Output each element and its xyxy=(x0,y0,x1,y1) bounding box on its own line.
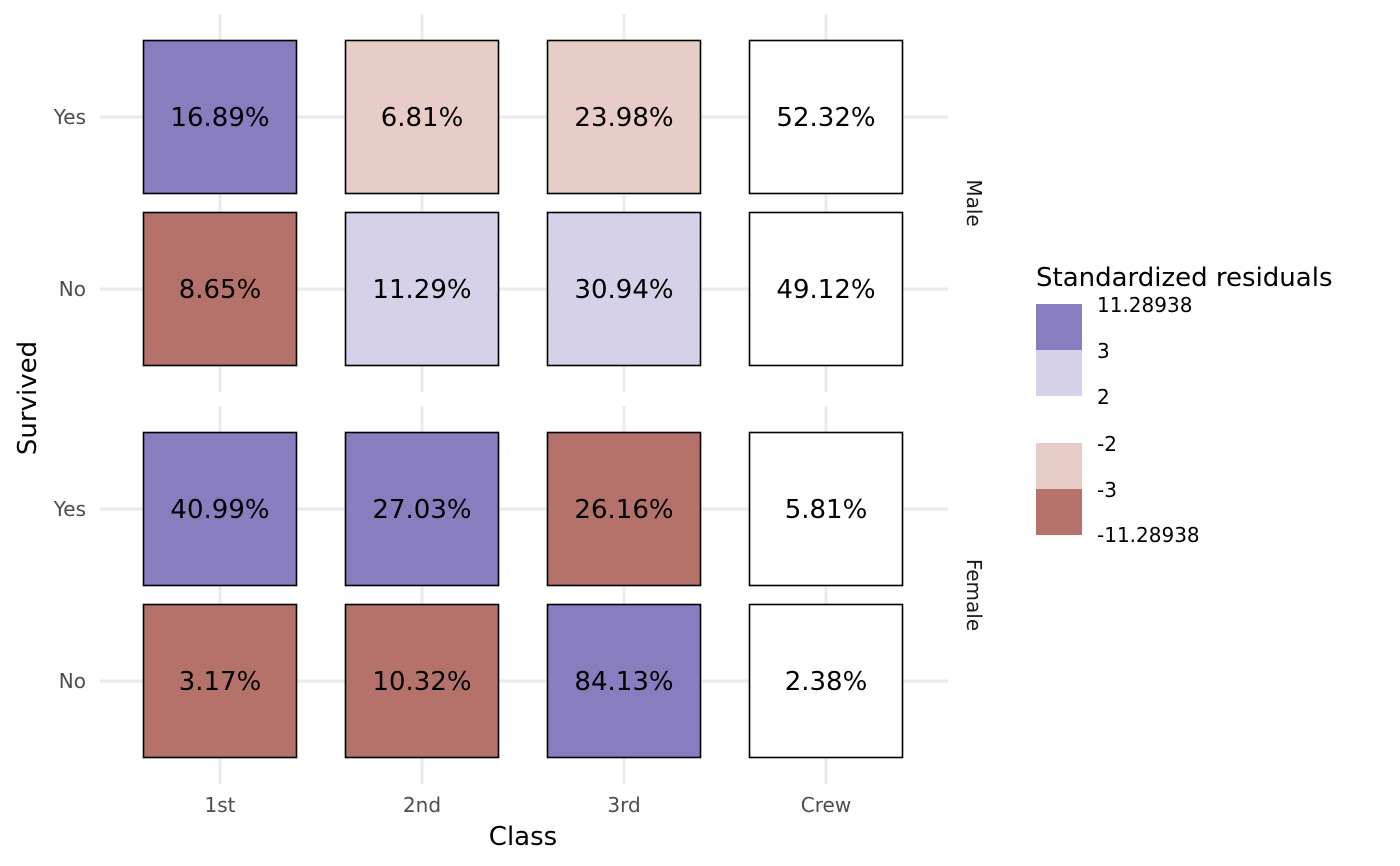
legend-key xyxy=(1036,350,1082,396)
facet-strip-label: Male xyxy=(962,179,986,226)
y-tick-label: No xyxy=(59,669,86,693)
legend-break-label: -11.28938 xyxy=(1097,523,1200,547)
x-tick-label: Crew xyxy=(801,793,851,817)
mosaic-cell xyxy=(546,211,702,367)
y-tick-label: Yes xyxy=(53,105,86,129)
legend-title: Standardized residuals xyxy=(1036,263,1333,293)
mosaic-cell xyxy=(546,431,702,587)
legend-keys: 11.28938 3 2 -2 -3 -11.28938 xyxy=(1036,293,1200,547)
mosaic-cell xyxy=(344,603,500,759)
cell-value-label: 2.38% xyxy=(785,667,868,697)
cell-value-label: 27.03% xyxy=(372,495,471,525)
mosaic-cell xyxy=(748,211,904,367)
cell-value-label: 8.65% xyxy=(179,275,262,305)
y-tick-label: No xyxy=(59,277,86,301)
cell-value-label: 16.89% xyxy=(170,103,269,133)
mosaic-cell xyxy=(344,431,500,587)
x-tick-label: 1st xyxy=(205,793,236,817)
legend: Standardized residuals 11.28938 3 2 -2 -3 -11… xyxy=(1036,263,1333,547)
mosaic-cell xyxy=(142,603,298,759)
x-tick-label: 2nd xyxy=(403,793,441,817)
mosaic-cell xyxy=(344,39,500,195)
cell-value-label: 11.29% xyxy=(372,275,471,305)
y-tick-label: Yes xyxy=(53,497,86,521)
cell-value-label: 5.81% xyxy=(785,495,868,525)
mosaic-cell xyxy=(142,431,298,587)
cell-value-label: 40.99% xyxy=(170,495,269,525)
legend-key xyxy=(1036,304,1082,350)
legend-break-label: -2 xyxy=(1097,432,1117,456)
cell-value-label: 10.32% xyxy=(372,667,471,697)
cells: 16.89% 6.81% 23.98% 52.32% 8.65% 11.29% 30.94%… xyxy=(142,39,904,759)
cell-value-label: 26.16% xyxy=(574,495,673,525)
mosaic-cell xyxy=(748,39,904,195)
legend-key xyxy=(1036,489,1082,535)
mosaic-cell xyxy=(142,39,298,195)
cell-value-label: 30.94% xyxy=(574,275,673,305)
facet-strips: Male Female xyxy=(962,179,986,631)
x-axis-title: Class xyxy=(489,822,557,852)
legend-key xyxy=(1036,443,1082,489)
cell-value-label: 49.12% xyxy=(776,275,875,305)
legend-break-label: 11.28938 xyxy=(1097,293,1192,317)
mosaic-cell xyxy=(344,211,500,367)
y-axis-title: Survived xyxy=(13,341,43,455)
mosaic-cell xyxy=(748,603,904,759)
axis-ticks: Yes No Yes No 1st 2nd 3rd Crew xyxy=(53,105,852,817)
cell-value-label: 3.17% xyxy=(179,667,262,697)
cell-value-label: 6.81% xyxy=(381,103,464,133)
mosaic-cell xyxy=(546,39,702,195)
x-tick-label: 3rd xyxy=(607,793,640,817)
mosaic-cell xyxy=(546,603,702,759)
mosaic-cell xyxy=(748,431,904,587)
cell-value-label: 84.13% xyxy=(574,667,673,697)
cell-value-label: 52.32% xyxy=(776,103,875,133)
cell-value-label: 23.98% xyxy=(574,103,673,133)
legend-break-label: -3 xyxy=(1097,478,1117,502)
facet-strip-label: Female xyxy=(962,559,986,631)
mosaic-cell xyxy=(142,211,298,367)
legend-break-label: 3 xyxy=(1097,339,1110,363)
legend-break-label: 2 xyxy=(1097,385,1110,409)
